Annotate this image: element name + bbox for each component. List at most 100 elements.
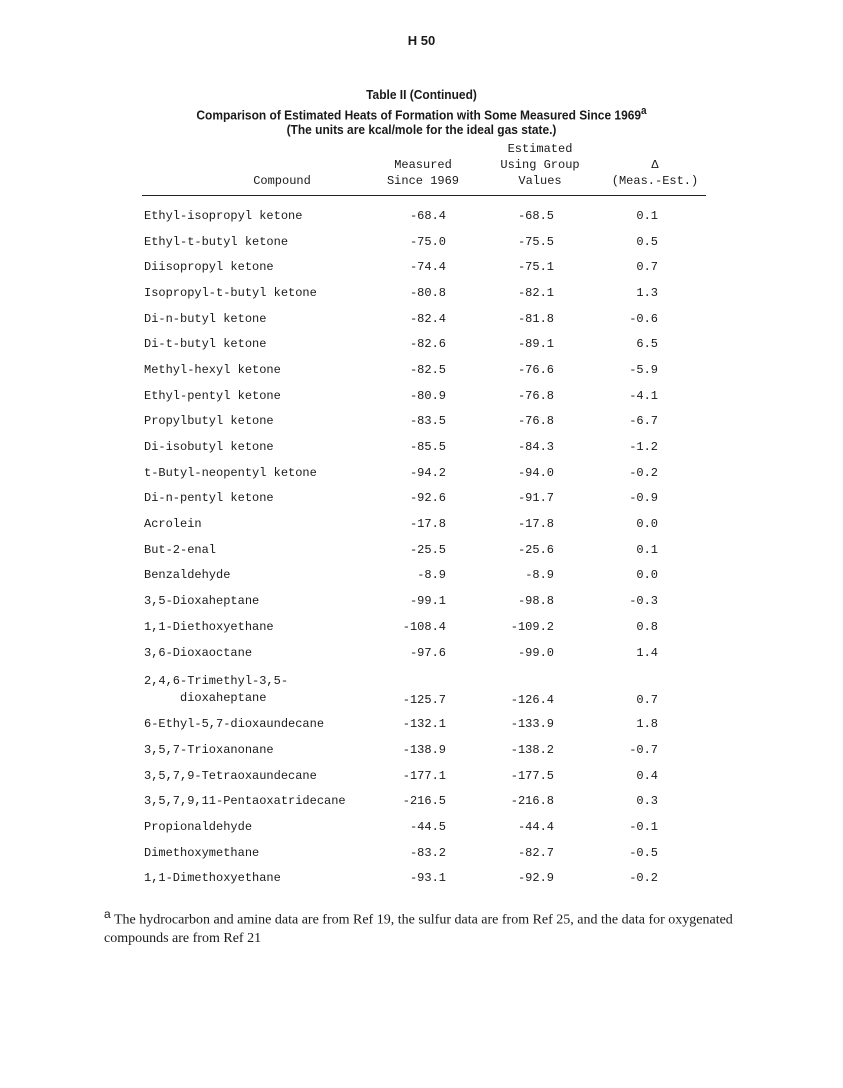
estimated-cell: -76.6 bbox=[517, 362, 554, 377]
compound-cell: 1,1-Diethoxyethane bbox=[144, 619, 274, 634]
table-row: t-Butyl-neopentyl ketone -94.2 -94.0 -0.2 bbox=[144, 460, 658, 486]
delta-cell: -5.9 bbox=[629, 362, 658, 377]
delta-cell: 1.3 bbox=[636, 285, 658, 300]
estimated-cell: -84.3 bbox=[517, 440, 554, 455]
page-number: H 50 bbox=[407, 33, 436, 48]
compound-cell: Di-isobutyl ketone bbox=[144, 440, 274, 455]
estimated-cell: -216.8 bbox=[510, 794, 554, 809]
estimated-cell: -76.8 bbox=[517, 388, 554, 403]
compound-cell: 3,6-Dioxaoctane bbox=[144, 645, 253, 660]
estimated-cell: -138.2 bbox=[510, 742, 554, 757]
table-row: Dimethoxymethane -83.2 -82.7 -0.5 bbox=[144, 840, 658, 866]
estimated-cell: -99.0 bbox=[517, 645, 554, 660]
footnote-mark: a bbox=[641, 105, 647, 117]
measured-cell: -25.5 bbox=[409, 542, 446, 557]
measured-cell: -75.0 bbox=[409, 234, 446, 249]
measured-cell: -132.1 bbox=[402, 717, 446, 732]
table-row: Ethyl-t-butyl ketone -75.0 -75.5 0.5 bbox=[144, 229, 658, 255]
delta-cell: -0.3 bbox=[629, 594, 658, 609]
estimated-cell: -68.5 bbox=[517, 208, 554, 223]
delta-cell: 1.4 bbox=[636, 645, 658, 660]
delta-cell: -0.9 bbox=[629, 491, 658, 506]
compound-cell: 3,5,7,9,11-Pentaoxatridecane bbox=[144, 794, 346, 809]
estimated-cell: -44.4 bbox=[517, 819, 554, 834]
table-row: 3,6-Dioxaoctane -97.6 -99.0 1.4 bbox=[144, 640, 658, 666]
compound-cell: Di-n-butyl ketone bbox=[144, 311, 267, 326]
header-measured: Measured Since 1969 bbox=[378, 157, 468, 189]
compound-cell: Ethyl-t-butyl ketone bbox=[144, 234, 289, 249]
measured-cell: -44.5 bbox=[409, 819, 446, 834]
measured-cell: -216.5 bbox=[402, 794, 446, 809]
compound-cell: Propylbutyl ketone bbox=[144, 414, 274, 429]
compound-cell: 1,1-Dimethoxyethane bbox=[144, 871, 281, 886]
table-row: 6-Ethyl-5,7-dioxaundecane -132.1 -133.9 1.8 bbox=[144, 711, 658, 737]
compound-cell: Di-n-pentyl ketone bbox=[144, 491, 274, 506]
delta-cell: -0.5 bbox=[629, 845, 658, 860]
measured-cell: -177.1 bbox=[402, 768, 446, 783]
footnote-mark: a bbox=[104, 907, 111, 921]
table-row: Di-n-pentyl ketone -92.6 -91.7 -0.9 bbox=[144, 486, 658, 512]
compound-cell: Ethyl-pentyl ketone bbox=[144, 388, 281, 403]
measured-cell: -74.4 bbox=[409, 260, 446, 275]
units-note: (The units are kcal/mole for the ideal g… bbox=[286, 122, 557, 137]
header-measured-line: Since 1969 bbox=[386, 174, 459, 188]
estimated-cell: -94.0 bbox=[517, 465, 554, 480]
delta-cell: 0.0 bbox=[636, 517, 658, 532]
measured-cell: -8.9 bbox=[417, 568, 446, 583]
header-rule bbox=[142, 195, 706, 196]
table-row: 3,5-Dioxaheptane -99.1 -98.8 -0.3 bbox=[144, 588, 658, 614]
header-estimated-line: Values bbox=[518, 174, 562, 188]
table-row: Isopropyl-t-butyl ketone -80.8 -82.1 1.3 bbox=[144, 280, 658, 306]
table-row: Methyl-hexyl ketone -82.5 -76.6 -5.9 bbox=[144, 357, 658, 383]
delta-cell: 0.1 bbox=[636, 208, 658, 223]
estimated-cell: -82.1 bbox=[517, 285, 554, 300]
delta-cell: 0.8 bbox=[636, 619, 658, 634]
table-title: Table II (Continued) bbox=[366, 87, 477, 102]
table-row: Ethyl-pentyl ketone -80.9 -76.8 -4.1 bbox=[144, 383, 658, 409]
estimated-cell: -25.6 bbox=[517, 542, 554, 557]
header-delta-line: (Meas.-Est.) bbox=[611, 174, 699, 188]
table-row: Propylbutyl ketone -83.5 -76.8 -6.7 bbox=[144, 409, 658, 435]
compound-cell: Methyl-hexyl ketone bbox=[144, 362, 281, 377]
delta-cell: -0.2 bbox=[629, 871, 658, 886]
estimated-cell: -109.2 bbox=[510, 619, 554, 634]
header-estimated: Estimated Using Group Values bbox=[485, 141, 595, 189]
compound-cell: t-Butyl-neopentyl ketone bbox=[144, 465, 317, 480]
compound-cell: Diisopropyl ketone bbox=[144, 260, 274, 275]
delta-cell: 0.5 bbox=[636, 234, 658, 249]
footnote-text: The hydrocarbon and amine data are from … bbox=[104, 912, 733, 946]
table-row: Acrolein -17.8 -17.8 0.0 bbox=[144, 511, 658, 537]
table-row: Ethyl-isopropyl ketone -68.4 -68.5 0.1 bbox=[144, 203, 658, 229]
delta-cell: 0.0 bbox=[636, 568, 658, 583]
estimated-cell: -98.8 bbox=[517, 594, 554, 609]
measured-cell: -93.1 bbox=[409, 871, 446, 886]
delta-cell: 1.8 bbox=[636, 717, 658, 732]
compound-cell: Benzaldehyde bbox=[144, 568, 231, 583]
table-row: Benzaldehyde -8.9 -8.9 0.0 bbox=[144, 563, 658, 589]
table-row: Di-isobutyl ketone -85.5 -84.3 -1.2 bbox=[144, 434, 658, 460]
estimated-cell: -92.9 bbox=[517, 871, 554, 886]
measured-cell: -97.6 bbox=[409, 645, 446, 660]
measured-cell: -80.9 bbox=[409, 388, 446, 403]
estimated-cell: -91.7 bbox=[517, 491, 554, 506]
estimated-cell: -177.5 bbox=[510, 768, 554, 783]
table-row: 3,5,7-Trioxanonane -138.9 -138.2 -0.7 bbox=[144, 737, 658, 763]
compound-cell: Propionaldehyde bbox=[144, 819, 253, 834]
delta-cell: -0.1 bbox=[629, 819, 658, 834]
compound-cell: 2,4,6-Trimethyl-3,5- dioxaheptane bbox=[144, 674, 289, 706]
measured-cell: -94.2 bbox=[409, 465, 446, 480]
compound-cell: 3,5-Dioxaheptane bbox=[144, 594, 260, 609]
table-row: 3,5,7,9-Tetraoxaundecane -177.1 -177.5 0.4 bbox=[144, 763, 658, 789]
compound-cell: 6-Ethyl-5,7-dioxaundecane bbox=[144, 717, 325, 732]
measured-cell: -138.9 bbox=[402, 742, 446, 757]
estimated-cell: -133.9 bbox=[510, 717, 554, 732]
header-estimated-line: Using Group bbox=[500, 158, 580, 172]
measured-cell: -108.4 bbox=[402, 619, 446, 634]
measured-cell: -68.4 bbox=[409, 208, 446, 223]
delta-cell: 0.1 bbox=[636, 542, 658, 557]
table-subtitle: Comparison of Estimated Heats of Formati… bbox=[34, 105, 810, 122]
measured-cell: -125.7 bbox=[402, 693, 446, 708]
table-row: Diisopropyl ketone -74.4 -75.1 0.7 bbox=[144, 254, 658, 280]
estimated-cell: -82.7 bbox=[517, 845, 554, 860]
table-row: 2,4,6-Trimethyl-3,5- dioxaheptane -125.7 -… bbox=[144, 665, 658, 711]
